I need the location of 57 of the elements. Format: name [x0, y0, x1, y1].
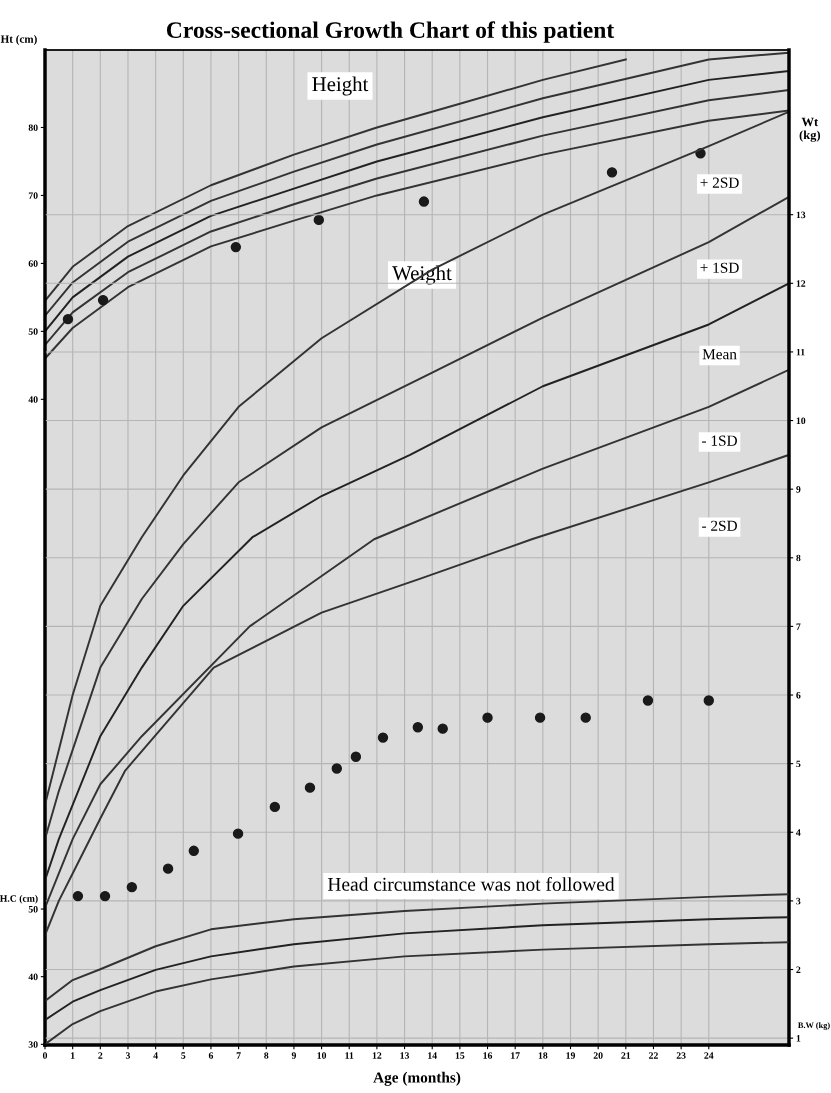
y2-tick-label: 9	[796, 486, 801, 493]
series-label: + 2SD	[700, 177, 739, 188]
x-tick-label: 16	[483, 1052, 493, 1059]
x-tick-label: 11	[345, 1052, 354, 1059]
x-tick-label: 20	[593, 1052, 603, 1059]
x-tick-label: 10	[317, 1052, 327, 1059]
y2-tick-label: 11	[796, 348, 805, 356]
series-label: Mean	[702, 349, 737, 360]
x-tick-label: 18	[538, 1052, 548, 1059]
y-tick-label: 40	[28, 396, 38, 403]
chart-title: Cross-sectional Growth Chart of this patient	[166, 21, 615, 43]
y2-tick-label: 5	[796, 760, 801, 768]
x-tick-label: 2	[98, 1052, 103, 1059]
y2-tick-label: 1	[796, 1035, 801, 1042]
x-tick-label: 5	[181, 1052, 186, 1059]
x-tick-label: 13	[400, 1052, 410, 1059]
x-tick-label: 12	[372, 1052, 382, 1059]
y-tick-label: 80	[28, 124, 38, 131]
y-tick-label: 60	[28, 260, 38, 267]
x-tick-label: 24	[704, 1052, 714, 1059]
y2-tick-label: 13	[796, 211, 806, 219]
y-axis-title: Ht (cm)	[0, 34, 37, 46]
y-tick-label: 70	[28, 192, 38, 199]
series-label: + 1SD	[700, 262, 739, 273]
y2-tick-label: 10	[796, 417, 806, 425]
x-tick-label: 1	[71, 1052, 75, 1059]
x-tick-label: 6	[208, 1052, 214, 1059]
y2-tick-label: 7	[796, 623, 801, 630]
y2-tick-label: 12	[796, 280, 806, 287]
y2-axis-title: Wt (kg)	[799, 117, 821, 142]
y3-tick-label: 30	[28, 1041, 38, 1048]
series-label: - 1SD	[702, 435, 737, 446]
x-tick-label: 22	[649, 1052, 658, 1059]
x-tick-label: 19	[566, 1052, 576, 1059]
x-tick-label: 23	[676, 1052, 686, 1059]
x-tick-label: 15	[455, 1052, 465, 1059]
annotation: Head circumstance was not followed	[327, 876, 615, 891]
x-tick-label: 21	[621, 1052, 631, 1059]
y2-tick-label: 8	[796, 554, 801, 562]
x-tick-label: 3	[125, 1052, 131, 1059]
x-tick-label: 9	[291, 1052, 296, 1059]
y2-tick-label: 6	[796, 691, 801, 699]
y2-tick-label: 4	[796, 829, 801, 836]
x-tick-label: 8	[264, 1052, 269, 1059]
y2-tick-label: 2	[796, 966, 801, 973]
x-tick-label: 14	[428, 1052, 437, 1059]
y2-tick-label: 3	[796, 897, 801, 905]
x-tick-label: 7	[236, 1052, 241, 1059]
y3-axis-title: H.C (cm)	[0, 894, 38, 904]
x-tick-label: 17	[511, 1052, 520, 1059]
annotation: Height	[312, 76, 369, 96]
text: - 2SD	[702, 520, 737, 531]
y-tick-label: 50	[28, 328, 38, 335]
x-axis-title: Age (months)	[373, 1071, 461, 1086]
text: B.W (kg)	[798, 1022, 830, 1030]
x-tick-label: 0	[42, 1052, 48, 1059]
x-tick-label: 4	[153, 1052, 158, 1059]
